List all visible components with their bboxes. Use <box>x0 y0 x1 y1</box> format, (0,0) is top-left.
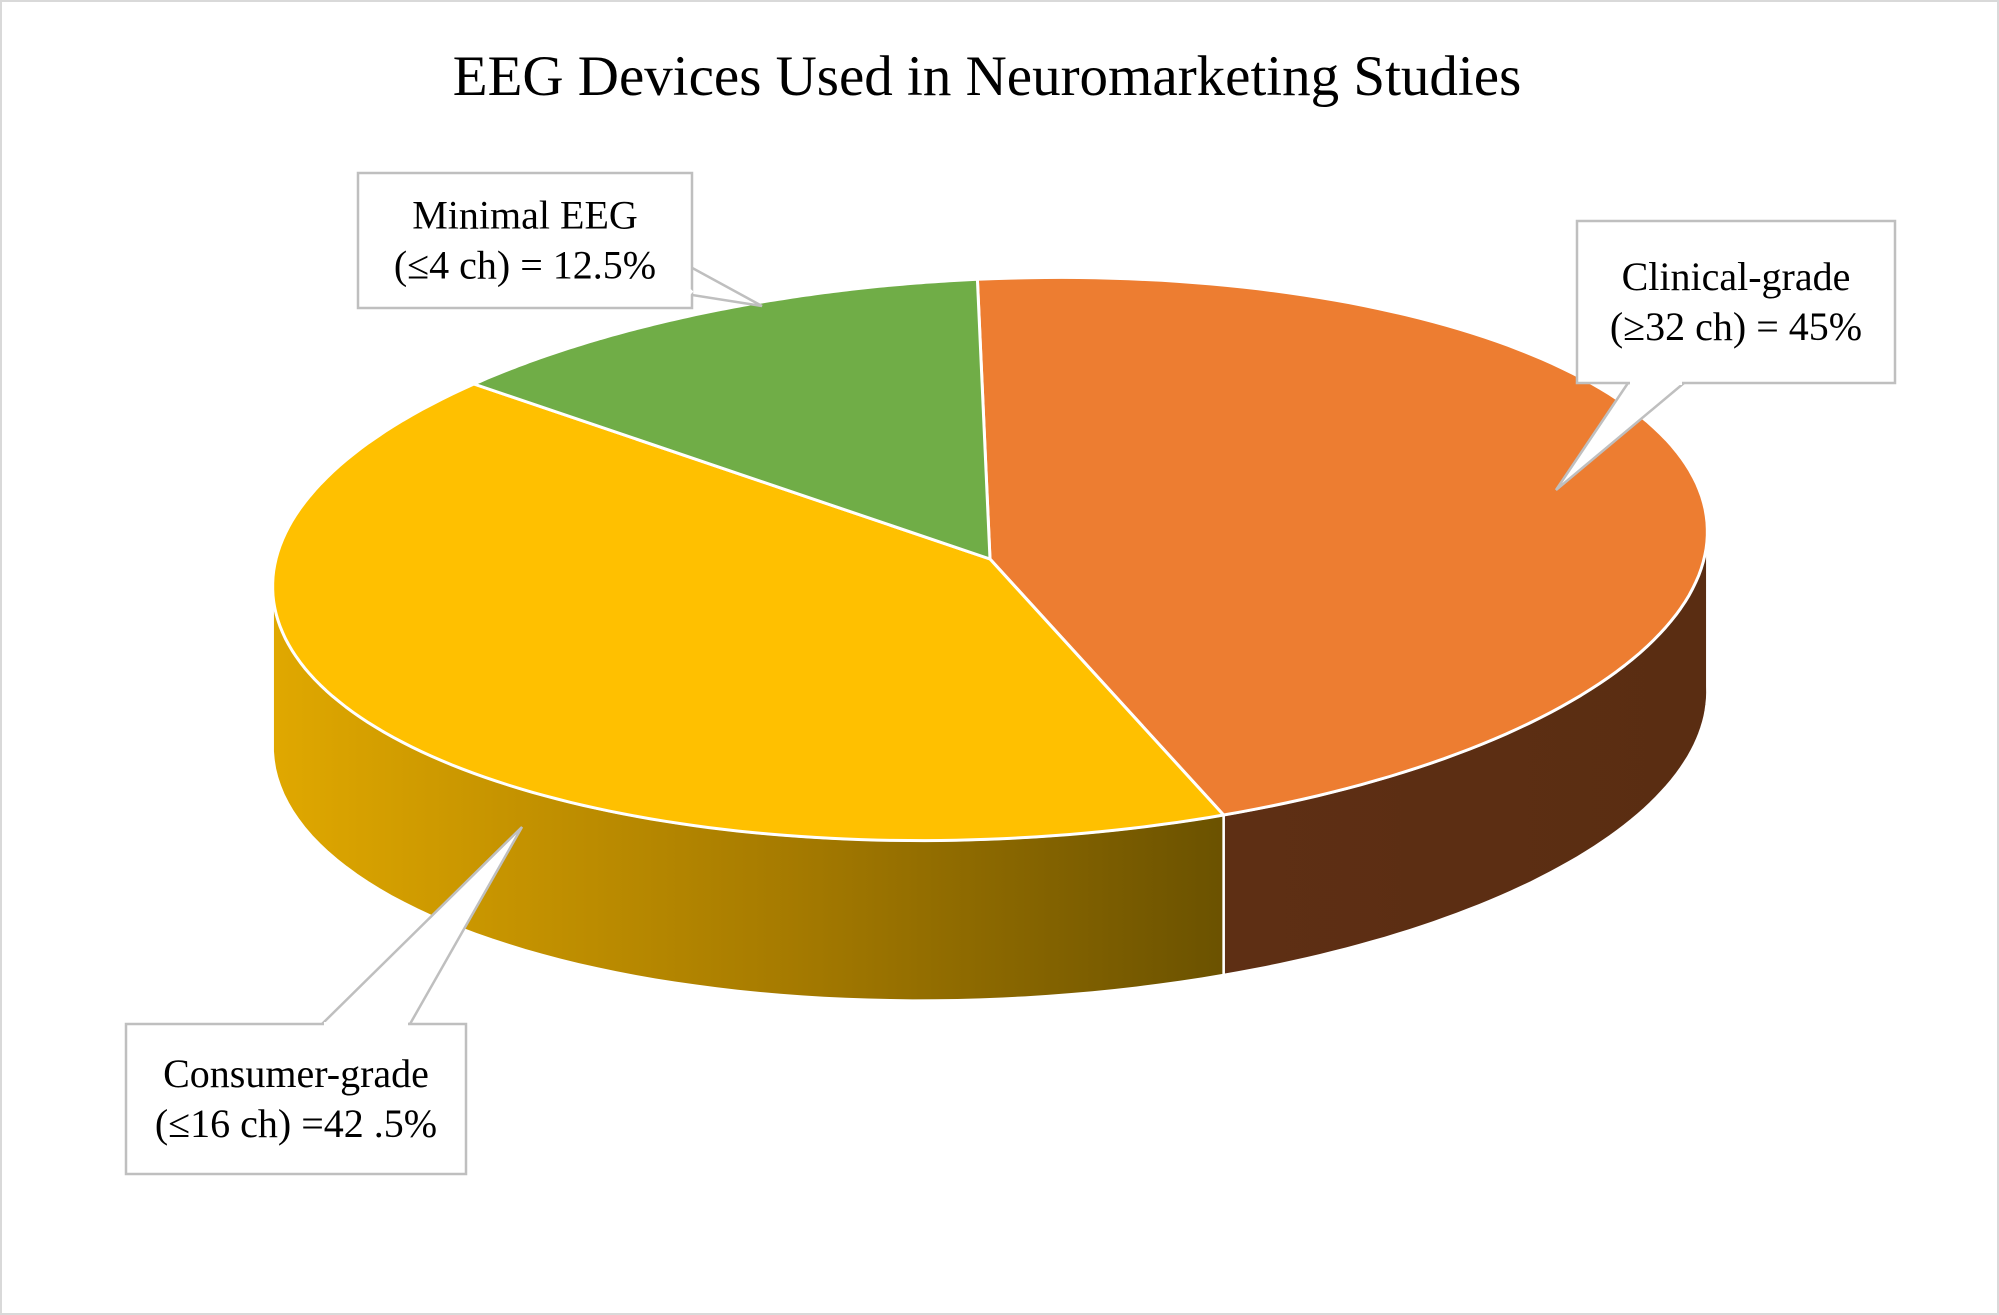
pie-slice-consumer <box>271 382 1226 843</box>
pie-tops <box>271 275 1709 843</box>
callouts: Clinical-grade (≥32 ch) = 45% Consumer-gra… <box>124 171 1897 1176</box>
slice-label-consumer-line2: (≤16 ch) =42 .5% <box>155 1101 437 1146</box>
slice-label-consumer-line1: Consumer-grade <box>163 1051 429 1096</box>
chart-title: EEG Devices Used in Neuromarketing Studi… <box>453 45 1522 108</box>
callout-clinical: Clinical-grade (≥32 ch) = 45% <box>1554 219 1897 491</box>
callout-seam <box>628 234 694 295</box>
callout-consumer: Consumer-grade (≤16 ch) =42 .5% <box>124 826 524 1176</box>
pie-slice-clinical <box>975 275 1709 817</box>
callout-box <box>1575 219 1897 385</box>
slice-label-minimal-line1: Minimal EEG <box>412 193 638 238</box>
callout-box <box>124 1022 468 1176</box>
slice-label-minimal-line2: (≤4 ch) = 12.5% <box>394 243 656 288</box>
slice-label-clinical-line2: (≥32 ch) = 45% <box>1610 304 1862 349</box>
slice-label-clinical-line1: Clinical-grade <box>1622 254 1851 299</box>
pie-slice-minimal <box>472 277 992 561</box>
callout-minimal: Minimal EEG (≤4 ch) = 12.5% <box>356 171 763 310</box>
